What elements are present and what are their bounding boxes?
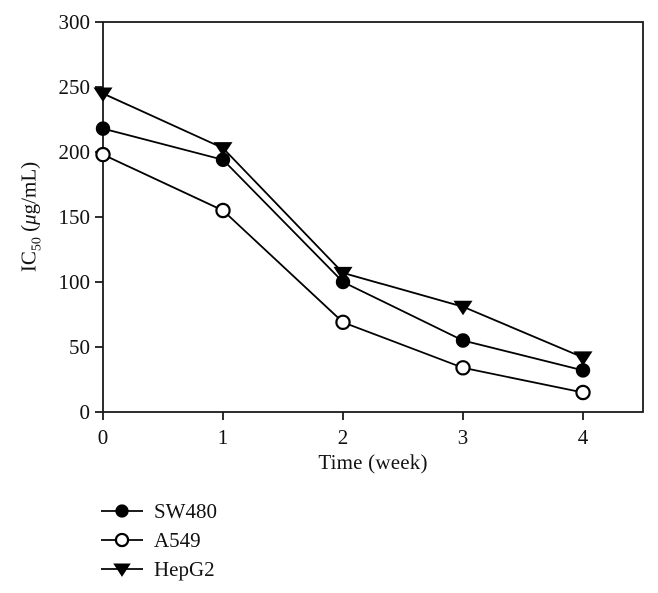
series-markers-A549 bbox=[95, 146, 591, 401]
filled-triangle-down-marker bbox=[93, 87, 113, 102]
open-circle-marker bbox=[575, 384, 591, 401]
filled-circle-marker bbox=[335, 274, 351, 290]
legend-marker-filled-triangle-down bbox=[101, 563, 143, 577]
open-circle-marker bbox=[455, 360, 471, 376]
filled-triangle-down-marker bbox=[333, 266, 353, 282]
y-tick-label: 100 bbox=[59, 270, 91, 294]
plot-frame bbox=[102, 21, 644, 413]
y-tick-label: 50 bbox=[69, 335, 90, 359]
open-circle-marker bbox=[95, 146, 111, 163]
legend-marker-filled-circle bbox=[101, 504, 143, 518]
open-circle-marker bbox=[215, 202, 231, 219]
x-tick-label: 1 bbox=[218, 425, 229, 449]
series-markers-SW480 bbox=[95, 121, 591, 378]
filled-circle-marker bbox=[215, 152, 231, 167]
legend-label: SW480 bbox=[154, 499, 217, 523]
x-tick-label: 3 bbox=[458, 425, 469, 449]
y-tick-label: 250 bbox=[59, 75, 91, 99]
open-circle-marker bbox=[114, 532, 130, 548]
legend-item-HepG2: HepG2 bbox=[101, 557, 217, 581]
y-axis-title-subscript: 50 bbox=[29, 237, 45, 252]
legend: SW480 A549 HepG2 bbox=[101, 499, 217, 581]
y-tick-label: 150 bbox=[59, 205, 91, 229]
series-line-SW480 bbox=[102, 127, 584, 372]
y-axis-title: IC50 (μg/mL) bbox=[17, 162, 46, 272]
y-axis-title-unit-rest: g/mL) bbox=[16, 161, 41, 215]
filled-triangle-down-marker bbox=[113, 563, 131, 577]
legend-label: A549 bbox=[154, 528, 201, 552]
legend-marker-open-circle bbox=[101, 532, 143, 548]
series-markers-HepG2 bbox=[93, 87, 593, 366]
legend-item-A549: A549 bbox=[101, 528, 217, 552]
line-chart-plot: 0 50 100 150 200 250 300 0 1 2 3 4 bbox=[59, 10, 644, 449]
filled-triangle-down-marker bbox=[213, 142, 233, 157]
y-tick-label: 300 bbox=[59, 10, 91, 34]
y-axis-title-prefix: IC bbox=[16, 251, 41, 273]
y-tick-label: 0 bbox=[80, 400, 91, 424]
filled-circle-marker bbox=[455, 333, 471, 348]
y-axis-title-unit-open: ( bbox=[16, 224, 41, 238]
filled-circle-marker bbox=[115, 504, 129, 518]
y-axis-title-mu: μ bbox=[16, 214, 41, 225]
legend-item-SW480: SW480 bbox=[101, 499, 217, 523]
x-tick-label: 2 bbox=[338, 425, 349, 449]
filled-circle-marker bbox=[95, 121, 111, 136]
filled-triangle-down-marker bbox=[453, 300, 473, 316]
legend-label: HepG2 bbox=[154, 557, 215, 581]
y-tick-label: 200 bbox=[59, 140, 91, 164]
filled-circle-marker bbox=[575, 363, 591, 378]
x-tick-label: 4 bbox=[578, 425, 589, 449]
x-axis-title: Time (week) bbox=[318, 450, 428, 474]
filled-triangle-down-marker bbox=[573, 351, 593, 366]
open-circle-marker bbox=[335, 314, 351, 330]
x-tick-label: 0 bbox=[98, 425, 109, 449]
